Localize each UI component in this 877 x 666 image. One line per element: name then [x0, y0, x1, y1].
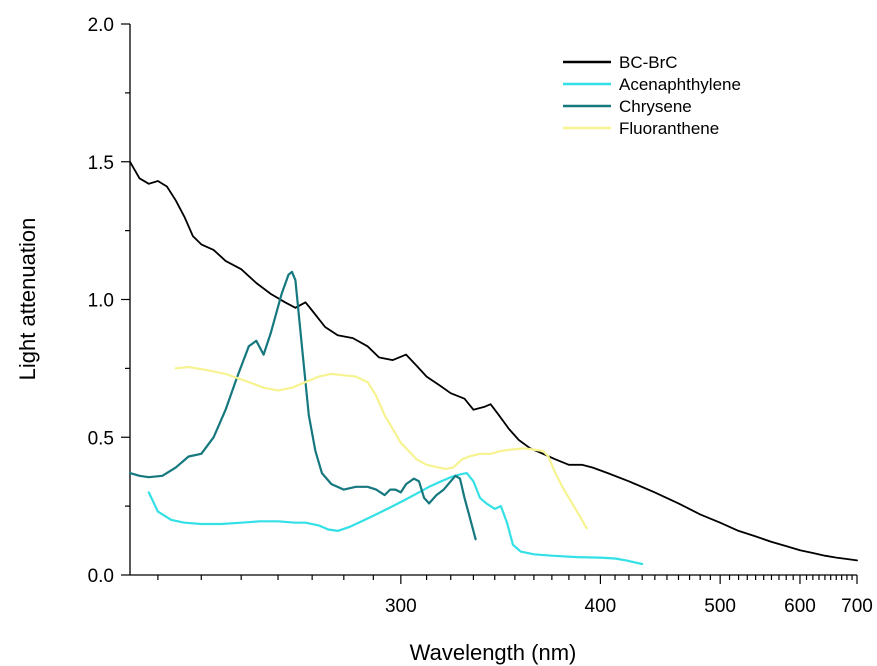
x-tick-label: 700	[841, 596, 873, 617]
legend-label: Chrysene	[619, 97, 692, 116]
y-axis-title: Light attenuation	[15, 218, 40, 381]
y-tick-label: 0.5	[88, 428, 114, 449]
legend-label: Fluoranthene	[619, 119, 719, 138]
x-tick-label: 400	[585, 596, 617, 617]
legend-label: Acenaphthylene	[619, 75, 741, 94]
y-tick-label: 1.5	[88, 153, 114, 174]
x-tick-label: 600	[784, 596, 816, 617]
axes	[129, 24, 857, 576]
x-axis-title: Wavelength (nm)	[410, 640, 577, 665]
series-line-acenaphthylene	[147, 472, 644, 566]
series-line-chrysene	[128, 270, 477, 541]
tick-marks	[121, 23, 858, 584]
series-lines	[128, 160, 858, 566]
series-line-fluoranthene	[174, 365, 588, 530]
tick-labels: 0.0 0.5 1.0 1.5 2.0 300 400 500 600 700	[88, 15, 873, 617]
legend: BC-BrC Acenaphthylene Chrysene Fluoranthene	[563, 53, 741, 138]
x-tick-label: 300	[385, 596, 417, 617]
x-tick-label: 500	[704, 596, 736, 617]
series-line-bc-brc	[129, 160, 858, 562]
y-tick-label: 1.0	[88, 291, 114, 312]
y-tick-label: 2.0	[88, 15, 114, 36]
legend-label: BC-BrC	[619, 53, 678, 72]
y-tick-label: 0.0	[88, 566, 114, 587]
